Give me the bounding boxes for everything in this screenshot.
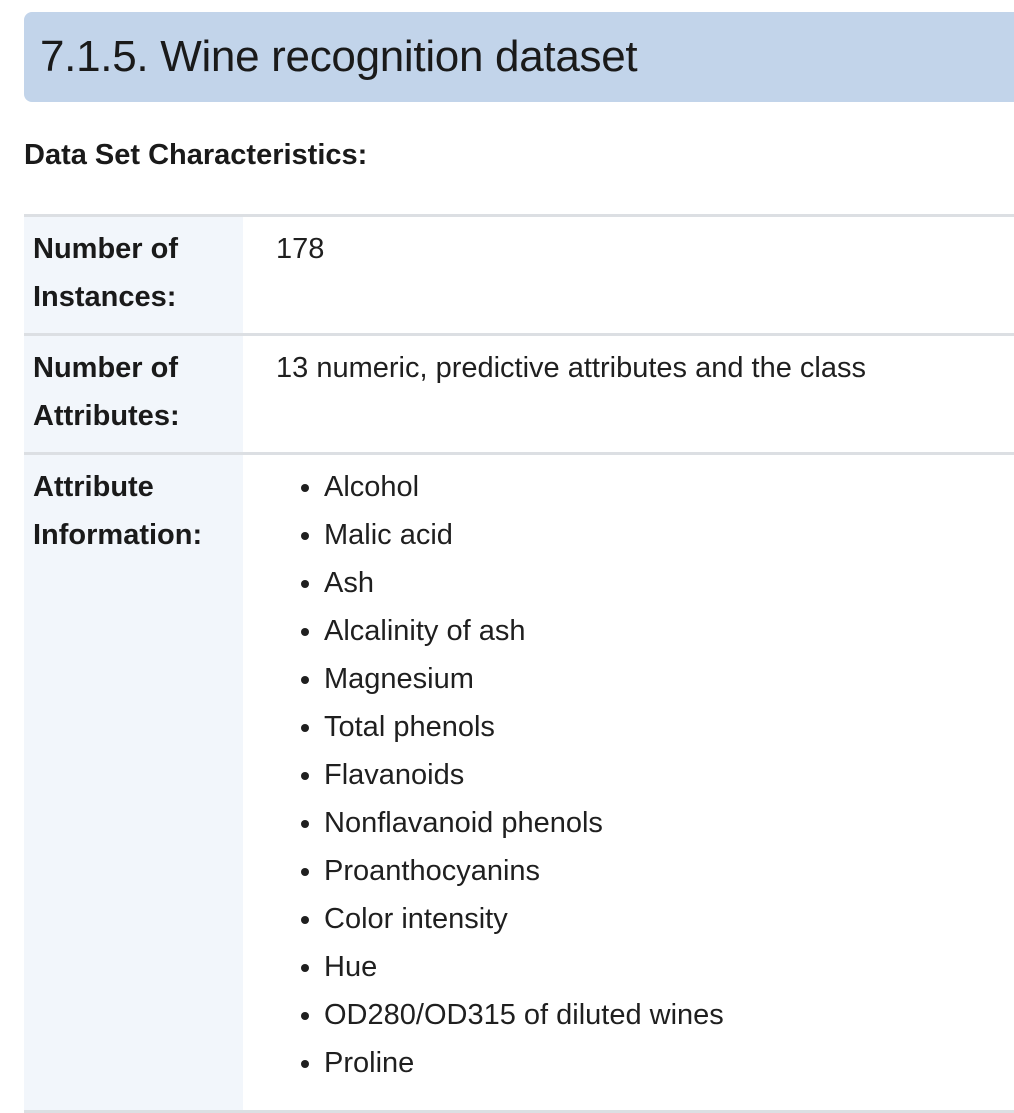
field-name-instances: Number of Instances: [24,215,243,335]
field-value-attribute-information: AlcoholMalic acidAshAlcalinity of ashMag… [243,454,1014,1112]
page-title: 7.1.5. Wine recognition dataset [40,32,638,81]
list-item: Color intensity [324,895,1014,943]
list-item: Magnesium [324,655,1014,703]
characteristics-table: Number of Instances: 178 Number of Attri… [24,214,1014,1113]
list-item: Proline [324,1039,1014,1087]
field-name-attribute-information: Attribute Information: [24,453,243,1112]
table-row-attributes: Number of Attributes: 13 numeric, predic… [24,334,1014,454]
list-item: Flavanoids [324,751,1014,799]
list-item: Ash [324,559,1014,607]
table-row-attribute-information: Attribute Information: AlcoholMalic acid… [24,453,1014,1112]
attribute-list: AlcoholMalic acidAshAlcalinity of ashMag… [276,463,1014,1087]
list-item: Alcohol [324,463,1014,511]
section-heading-bar: 7.1.5. Wine recognition dataset [24,12,1014,102]
list-item: Nonflavanoid phenols [324,799,1014,847]
table-row-instances: Number of Instances: 178 [24,215,1014,335]
list-item: Total phenols [324,703,1014,751]
list-item: Proanthocyanins [324,847,1014,895]
list-item: Hue [324,943,1014,991]
list-item: OD280/OD315 of diluted wines [324,991,1014,1039]
field-value-instances: 178 [276,233,325,265]
characteristics-label: Data Set Characteristics: [24,139,368,171]
list-item: Malic acid [324,511,1014,559]
field-value-attributes: 13 numeric, predictive attributes and th… [276,352,866,384]
list-item: Alcalinity of ash [324,607,1014,655]
field-name-attributes: Number of Attributes: [24,334,243,454]
